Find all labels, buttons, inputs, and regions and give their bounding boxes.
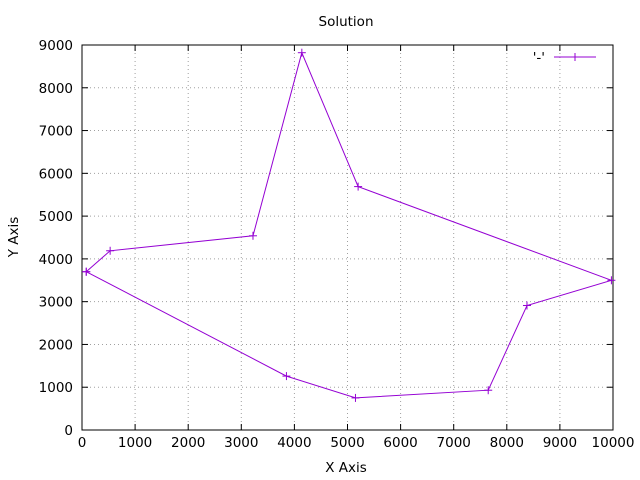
series-line — [85, 51, 613, 399]
data-point — [297, 48, 306, 57]
y-tick-label: 6000 — [39, 166, 73, 182]
data-point — [351, 393, 360, 402]
y-tick-label: 0 — [64, 423, 73, 439]
data-point — [82, 267, 91, 276]
data-point — [522, 301, 531, 310]
y-tick-label: 3000 — [39, 295, 73, 311]
legend: '-' — [533, 50, 596, 66]
data-point — [282, 372, 291, 381]
data-point — [354, 182, 363, 191]
data-point — [106, 246, 115, 255]
y-tick-label: 9000 — [39, 38, 73, 54]
x-tick-label: 7000 — [437, 435, 471, 451]
legend-marker-sample — [571, 53, 579, 61]
x-tick-label: 6000 — [383, 435, 417, 451]
y-axis-ticks: 0 1000 2000 3000 4000 5000 6000 7000 8000 9000 — [39, 38, 613, 439]
x-tick-label: 2000 — [171, 435, 205, 451]
y-axis-title: Y Axis — [6, 217, 22, 259]
x-tick-label: 5000 — [330, 435, 364, 451]
y-tick-label: 8000 — [39, 81, 73, 97]
x-tick-label: 1000 — [118, 435, 152, 451]
legend-label: '-' — [533, 50, 545, 66]
x-axis-title: X Axis — [325, 460, 367, 476]
data-point — [248, 231, 257, 240]
x-tick-label: 0 — [78, 435, 87, 451]
y-tick-label: 4000 — [39, 252, 73, 268]
y-tick-label: 5000 — [39, 209, 73, 225]
x-tick-label: 10000 — [592, 435, 635, 451]
data-point — [484, 386, 493, 395]
x-tick-label: 4000 — [277, 435, 311, 451]
x-tick-label: 9000 — [543, 435, 577, 451]
y-tick-label: 2000 — [39, 337, 73, 353]
grid-lines — [82, 45, 613, 430]
y-tick-label: 1000 — [39, 380, 73, 396]
data-point — [607, 276, 616, 285]
chart-title: Solution — [319, 14, 374, 30]
x-tick-label: 3000 — [224, 435, 258, 451]
series-layer — [82, 48, 616, 402]
x-axis-ticks: 0 1000 2000 3000 4000 5000 6000 7000 8000 9000 100… — [78, 45, 635, 451]
x-tick-label: 8000 — [490, 435, 524, 451]
y-tick-label: 7000 — [39, 124, 73, 140]
